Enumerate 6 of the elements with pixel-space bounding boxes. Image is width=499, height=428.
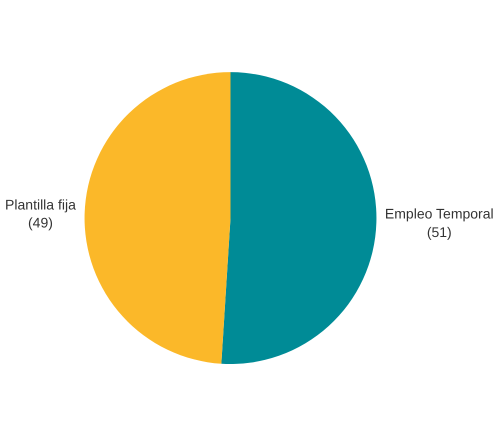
pie-slice	[221, 72, 376, 364]
data-label: (49)	[28, 214, 53, 231]
pie-slice	[84, 72, 230, 364]
data-label: (51)	[426, 224, 452, 240]
slice-label: Empleo Temporal	[384, 206, 494, 222]
slice-label: Plantilla fija	[5, 196, 76, 212]
